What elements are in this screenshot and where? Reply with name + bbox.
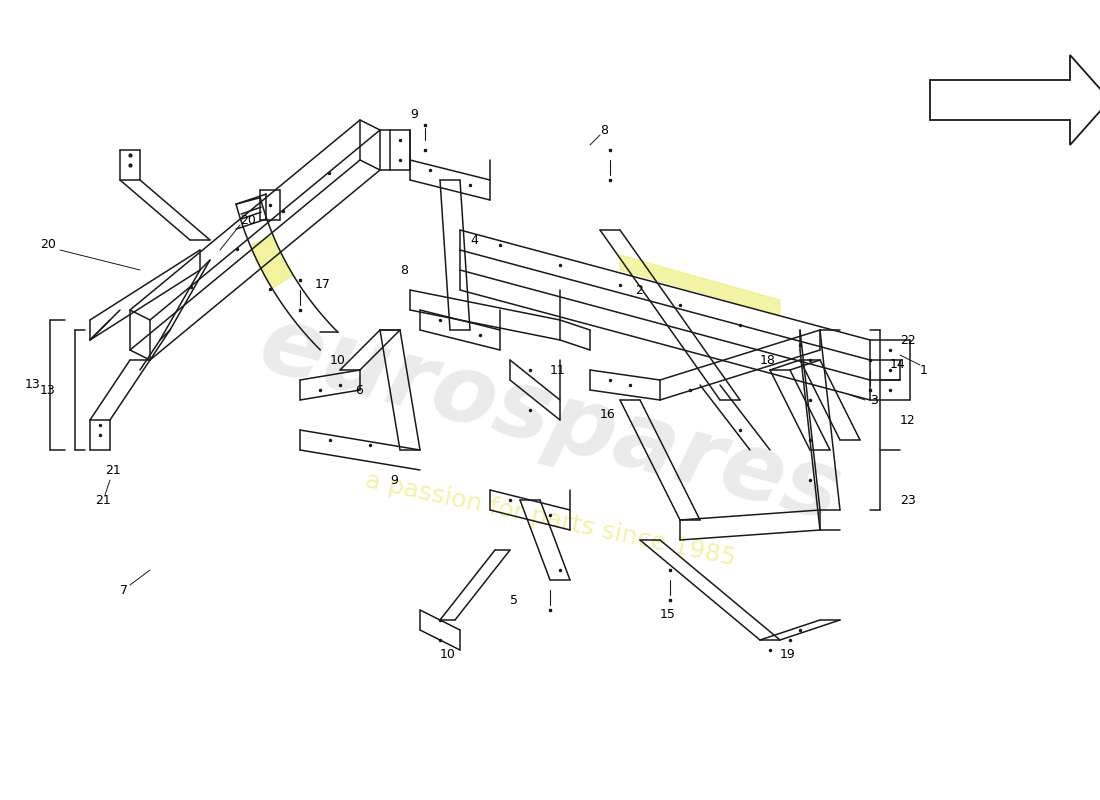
- Text: 10: 10: [330, 354, 345, 366]
- Text: 8: 8: [600, 123, 608, 137]
- Text: 21: 21: [104, 463, 121, 477]
- Text: 17: 17: [315, 278, 331, 291]
- Text: 21: 21: [95, 494, 111, 506]
- Text: 5: 5: [510, 594, 518, 606]
- Text: 3: 3: [870, 394, 878, 406]
- Text: 7: 7: [120, 583, 128, 597]
- Text: eurospares: eurospares: [250, 298, 850, 542]
- Text: 19: 19: [780, 649, 795, 662]
- Text: 16: 16: [600, 409, 616, 422]
- Polygon shape: [620, 255, 780, 315]
- Text: 20: 20: [240, 214, 256, 226]
- Text: 23: 23: [900, 494, 915, 506]
- Text: 2: 2: [635, 283, 642, 297]
- Text: 9: 9: [390, 474, 398, 486]
- Text: 8: 8: [400, 263, 408, 277]
- Text: 13: 13: [25, 378, 41, 391]
- Polygon shape: [930, 55, 1100, 145]
- Text: 11: 11: [550, 363, 565, 377]
- Text: 4: 4: [470, 234, 477, 246]
- Text: 22: 22: [900, 334, 915, 346]
- Text: 18: 18: [760, 354, 775, 366]
- Text: 15: 15: [660, 609, 675, 622]
- Text: 13: 13: [40, 383, 56, 397]
- Text: 20: 20: [40, 238, 56, 251]
- Text: 6: 6: [355, 383, 363, 397]
- Text: 12: 12: [900, 414, 915, 426]
- Text: 14: 14: [890, 358, 905, 371]
- Text: a passion for parts since 1985: a passion for parts since 1985: [363, 469, 737, 571]
- Text: 9: 9: [410, 109, 418, 122]
- Text: 1: 1: [920, 363, 928, 377]
- Polygon shape: [250, 236, 294, 288]
- Text: 10: 10: [440, 649, 455, 662]
